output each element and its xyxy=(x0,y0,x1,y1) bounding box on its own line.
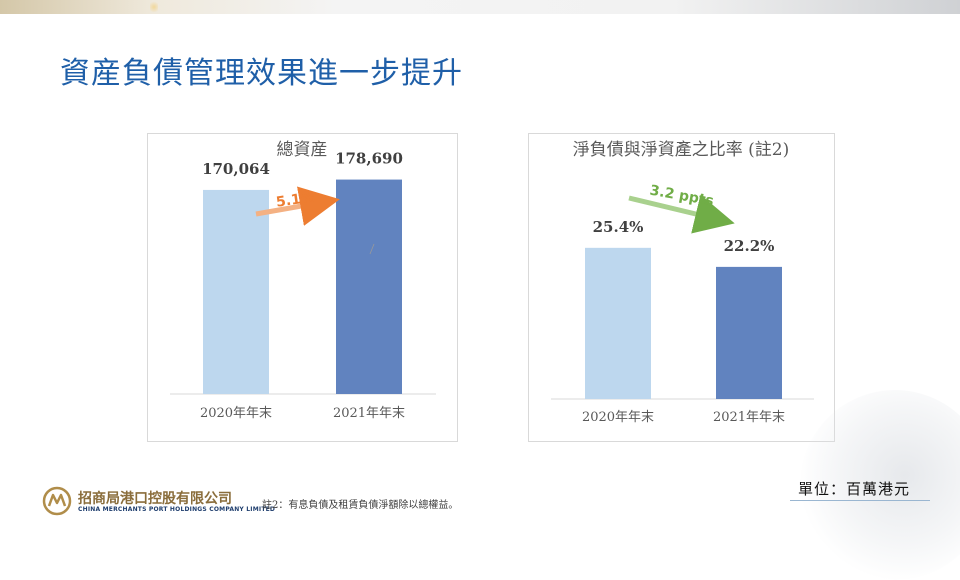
chart-title: 淨負債與淨資產之比率 (註2) xyxy=(573,140,789,160)
chart-net-debt-ratio-panel: 淨負債與淨資產之比率 (註2) 25.4% 22.2% 2020年年末 2021… xyxy=(528,133,835,442)
growth-annotation: 5.1% xyxy=(275,189,316,210)
decline-arrow-icon xyxy=(628,194,735,234)
logo-name-en: CHINA MERCHANTS PORT HOLDINGS COMPANY LI… xyxy=(78,506,276,513)
unit-underline xyxy=(790,500,930,501)
gold-sparkle-icon xyxy=(150,0,158,14)
growth-arrow-icon xyxy=(255,186,340,226)
footnote: 註2：有息負債及租賃負債淨額除以總權益。 xyxy=(262,500,459,511)
value-label-2021: 22.2% xyxy=(724,237,775,255)
bar-2021 xyxy=(336,179,402,394)
logo-name-cn: 招商局港口控股有限公司 xyxy=(78,491,232,507)
value-label-2021: 178,690 xyxy=(335,150,403,168)
value-label-2020: 170,064 xyxy=(202,160,270,178)
chart-net-debt-ratio: 淨負債與淨資產之比率 (註2) 25.4% 22.2% 2020年年末 2021… xyxy=(551,140,814,425)
page-title: 資産負債管理效果進一步提升 xyxy=(60,56,463,91)
leader-tick xyxy=(369,243,375,255)
category-label-2020: 2020年年末 xyxy=(582,410,654,425)
value-label-2020: 25.4% xyxy=(593,218,644,236)
category-label-2021: 2021年年末 xyxy=(713,410,785,425)
category-label-2020: 2020年年末 xyxy=(200,406,272,421)
bar-2020 xyxy=(585,247,651,399)
top-decor-band xyxy=(0,0,960,14)
unit-label: 單位：百萬港元 xyxy=(798,480,911,498)
category-label-2021: 2021年年末 xyxy=(333,406,405,421)
company-logo: 招商局港口控股有限公司 CHINA MERCHANTS PORT HOLDING… xyxy=(42,486,275,518)
bar-2021 xyxy=(716,266,782,399)
chart-title: 總資産 xyxy=(277,140,328,160)
cmport-logo-icon xyxy=(42,486,72,516)
bar-2020 xyxy=(203,189,269,394)
chart-total-assets: 總資産 170,064 178,690 2020年年末 2021年年末 5.1% xyxy=(170,140,436,421)
chart-total-assets-panel: 總資産 170,064 178,690 2020年年末 2021年年末 5.1% xyxy=(147,133,458,442)
